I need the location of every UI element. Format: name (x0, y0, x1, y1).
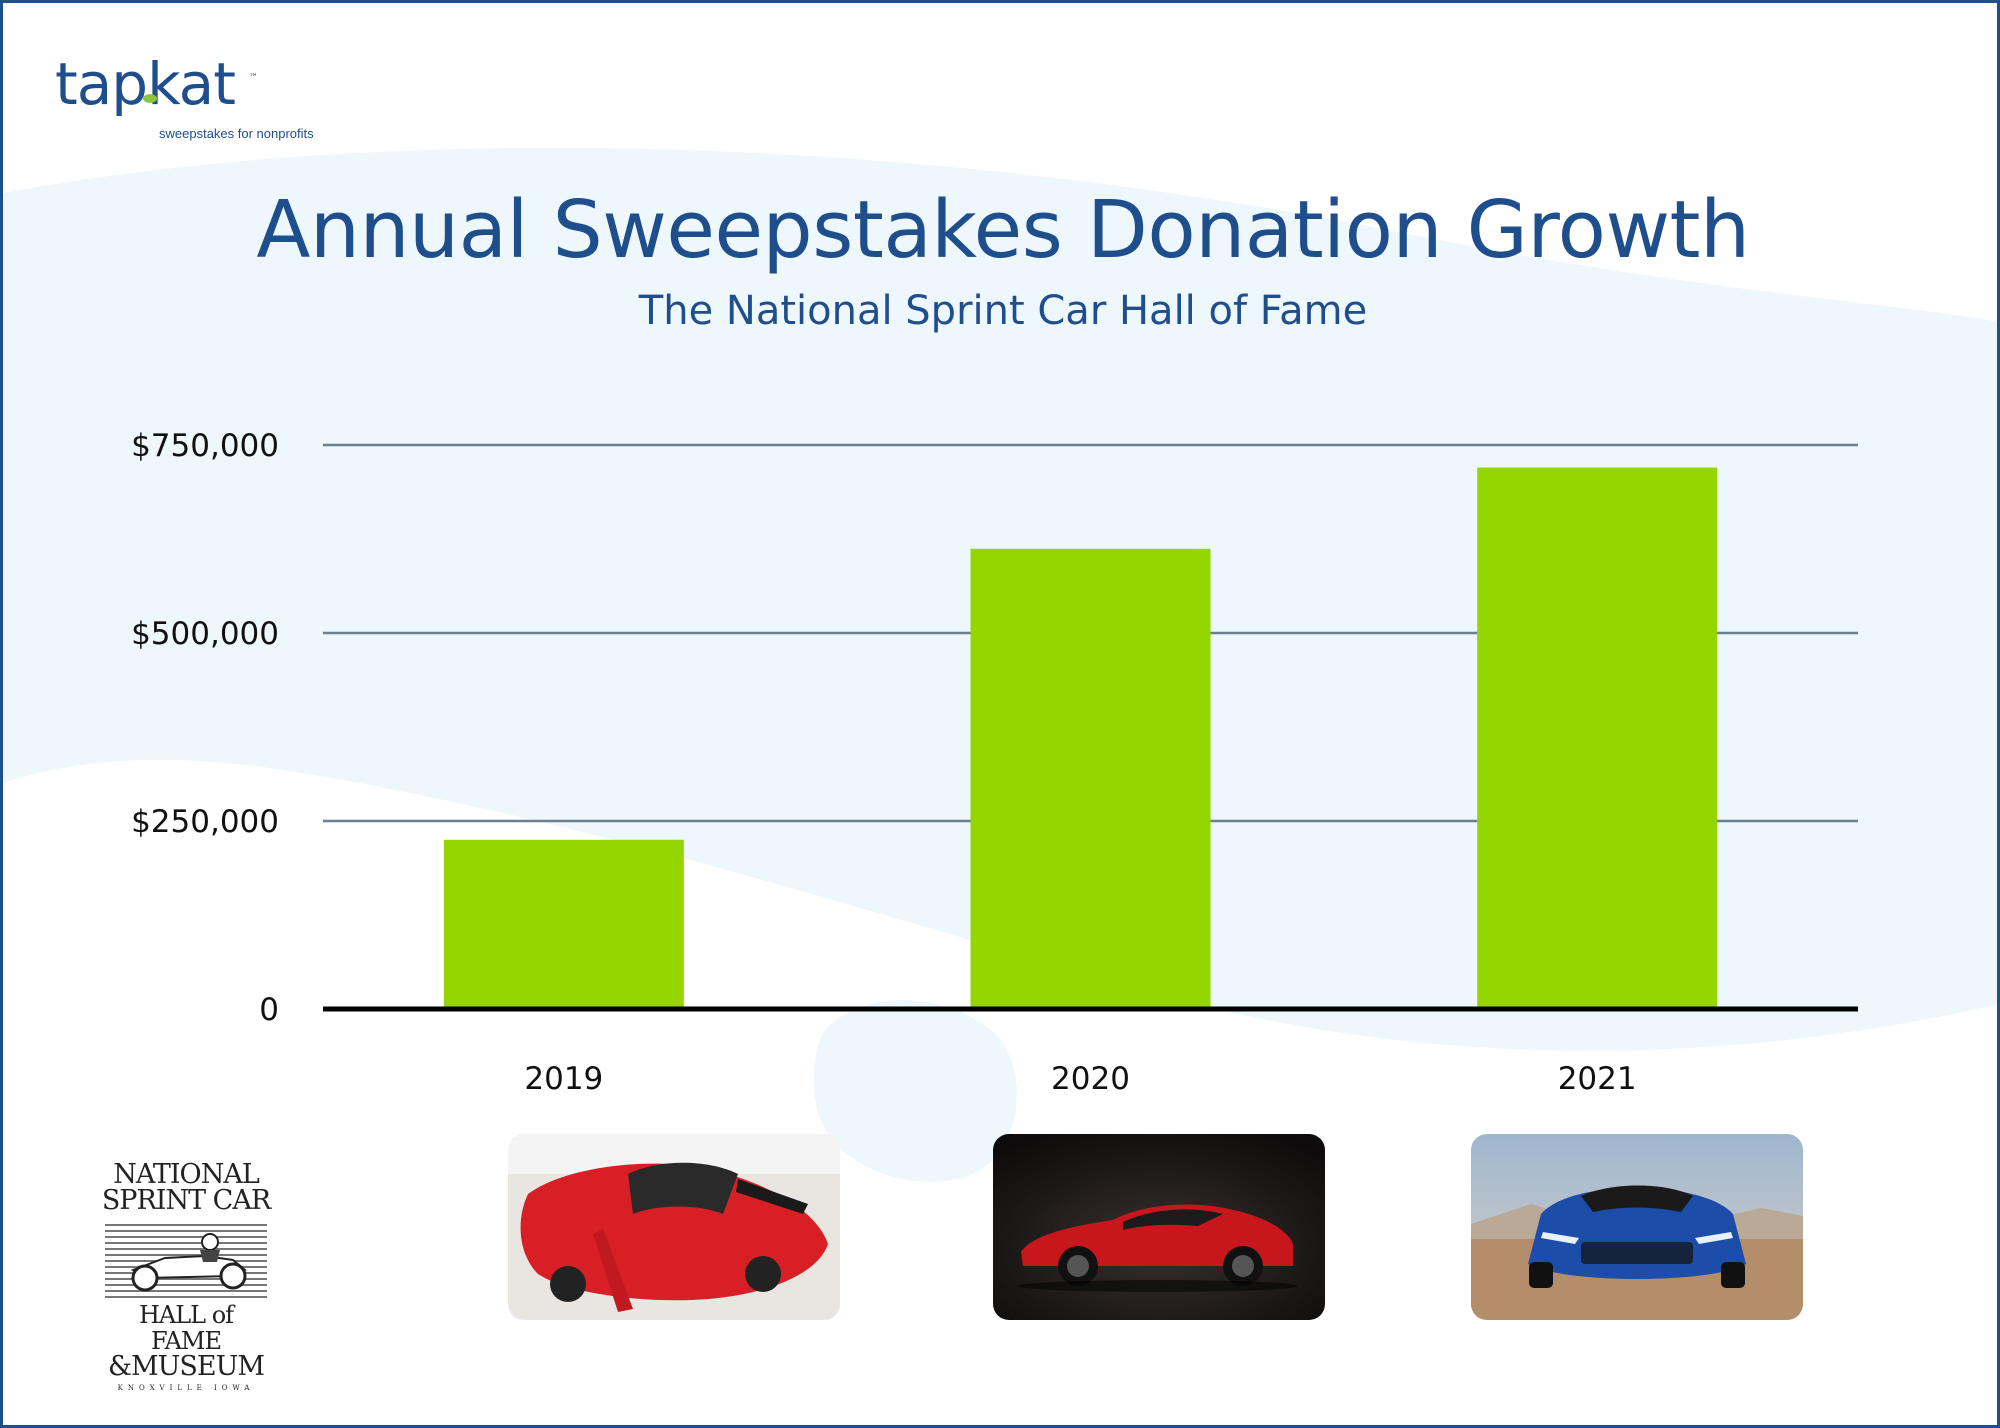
logo-tagline: sweepstakes for nonprofits (159, 126, 314, 141)
bar (443, 839, 684, 1009)
x-tick-label: 2019 (524, 1061, 603, 1097)
bar-chart: 0 $250,000 $500,000 $750,000 2019 2020 2021 (131, 428, 1858, 1097)
museum-logo-line5: KNOXVILLE IOWA (117, 1384, 255, 1392)
y-tick-label: $250,000 (131, 804, 279, 840)
red-convertible-car-photo (508, 1134, 840, 1320)
chart-title: Annual Sweepstakes Donation Growth (256, 184, 1750, 276)
museum-logo: NATIONAL SPRINT CAR HALL of FAME &MUSEUM… (101, 1159, 271, 1392)
bar (970, 548, 1211, 1009)
museum-logo-line1: NATIONAL (113, 1159, 260, 1190)
logo-trademark: ™ (249, 73, 258, 83)
x-tick-label: 2021 (1558, 1061, 1637, 1097)
logo-wordmark: tapkat (55, 50, 236, 118)
x-tick-label: 2020 (1051, 1061, 1130, 1097)
blue-sports-car-photo (1471, 1134, 1803, 1320)
y-tick-label: $500,000 (131, 616, 279, 652)
y-tick-label: $750,000 (131, 428, 279, 464)
sprint-car-drawing-icon (105, 1220, 267, 1298)
museum-logo-line3: HALL of FAME (138, 1301, 234, 1355)
museum-logo-line4: &MUSEUM (107, 1351, 265, 1382)
bar (1477, 467, 1718, 1009)
museum-logo-line2: SPRINT CAR (101, 1185, 271, 1216)
y-tick-label: 0 (259, 992, 279, 1028)
logo-leaf-icon (143, 94, 157, 103)
chart-subtitle: The National Sprint Car Hall of Fame (638, 288, 1368, 334)
red-sports-car-photo (993, 1134, 1325, 1320)
tapkat-logo: tapkat ™ sweepstakes for nonprofits (55, 50, 314, 141)
